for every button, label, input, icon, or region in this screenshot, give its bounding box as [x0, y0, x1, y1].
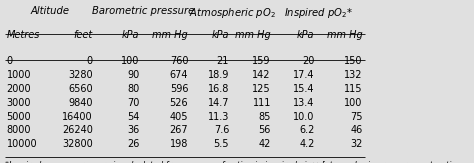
Text: 132: 132	[344, 70, 363, 80]
Text: kPa: kPa	[211, 30, 229, 40]
Text: 90: 90	[127, 70, 139, 80]
Text: Barometric pressure: Barometric pressure	[92, 6, 194, 16]
Text: 46: 46	[350, 125, 363, 135]
Text: 18.9: 18.9	[208, 70, 229, 80]
Text: mm Hg: mm Hg	[327, 30, 363, 40]
Text: 111: 111	[253, 98, 271, 108]
Text: 760: 760	[170, 56, 188, 66]
Text: 2000: 2000	[7, 84, 31, 94]
Text: 1000: 1000	[7, 70, 31, 80]
Text: 596: 596	[170, 84, 188, 94]
Text: 54: 54	[127, 111, 139, 122]
Text: mm Hg: mm Hg	[153, 30, 188, 40]
Text: 0: 0	[87, 56, 93, 66]
Text: kPa: kPa	[122, 30, 139, 40]
Text: 150: 150	[344, 56, 363, 66]
Text: 32: 32	[350, 139, 363, 149]
Text: Metres: Metres	[7, 30, 40, 40]
Text: 32800: 32800	[62, 139, 93, 149]
Text: 36: 36	[127, 125, 139, 135]
Text: 70: 70	[127, 98, 139, 108]
Text: 100: 100	[344, 98, 363, 108]
Text: 7.6: 7.6	[214, 125, 229, 135]
Text: 267: 267	[170, 125, 188, 135]
Text: Altitude: Altitude	[30, 6, 70, 16]
Text: 10000: 10000	[7, 139, 37, 149]
Text: 5000: 5000	[7, 111, 31, 122]
Text: 0: 0	[7, 56, 13, 66]
Text: 75: 75	[350, 111, 363, 122]
Text: 16400: 16400	[63, 111, 93, 122]
Text: 4.2: 4.2	[299, 139, 315, 149]
Text: 159: 159	[253, 56, 271, 66]
Text: mm Hg: mm Hg	[235, 30, 271, 40]
Text: 5.5: 5.5	[214, 139, 229, 149]
Text: 42: 42	[258, 139, 271, 149]
Text: 125: 125	[252, 84, 271, 94]
Text: 80: 80	[127, 84, 139, 94]
Text: 11.3: 11.3	[208, 111, 229, 122]
Text: 8000: 8000	[7, 125, 31, 135]
Text: 526: 526	[170, 98, 188, 108]
Text: 115: 115	[344, 84, 363, 94]
Text: 3000: 3000	[7, 98, 31, 108]
Text: 26: 26	[127, 139, 139, 149]
Text: *Inspired oxygen pressure is calculated from: oxygen fraction in inspired air × : *Inspired oxygen pressure is calculated …	[5, 161, 461, 163]
Text: 14.7: 14.7	[208, 98, 229, 108]
Text: 100: 100	[121, 56, 139, 66]
Text: 674: 674	[170, 70, 188, 80]
Text: 16.8: 16.8	[208, 84, 229, 94]
Text: 405: 405	[170, 111, 188, 122]
Text: 198: 198	[170, 139, 188, 149]
Text: 56: 56	[258, 125, 271, 135]
Text: 20: 20	[302, 56, 315, 66]
Text: 9840: 9840	[69, 98, 93, 108]
Text: 3280: 3280	[68, 70, 93, 80]
Text: 6.2: 6.2	[299, 125, 315, 135]
Text: 15.4: 15.4	[293, 84, 315, 94]
Text: 26240: 26240	[62, 125, 93, 135]
Text: 6560: 6560	[68, 84, 93, 94]
Text: 142: 142	[253, 70, 271, 80]
Text: Atmospheric pO$_2$: Atmospheric pO$_2$	[189, 6, 275, 20]
Text: feet: feet	[74, 30, 93, 40]
Text: 21: 21	[217, 56, 229, 66]
Text: 10.0: 10.0	[293, 111, 315, 122]
Text: kPa: kPa	[297, 30, 315, 40]
Text: Inspired pO$_2$*: Inspired pO$_2$*	[284, 6, 354, 20]
Text: 13.4: 13.4	[293, 98, 315, 108]
Text: 85: 85	[258, 111, 271, 122]
Text: 17.4: 17.4	[293, 70, 315, 80]
